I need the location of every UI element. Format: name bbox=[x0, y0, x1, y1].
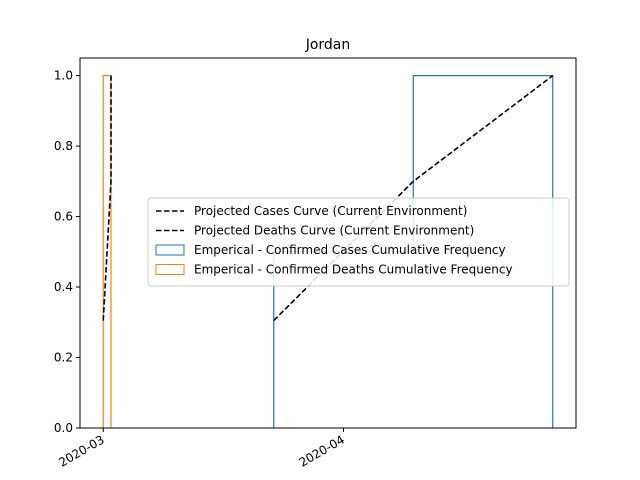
series-1-line bbox=[102, 75, 112, 321]
y-tick-label: 0.2 bbox=[54, 351, 73, 365]
y-tick-label: 0.4 bbox=[54, 280, 73, 294]
legend-entry: Projected Cases Curve (Current Environme… bbox=[194, 204, 467, 218]
legend-entry: Emperical - Confirmed Deaths Cumulative … bbox=[194, 263, 513, 277]
y-tick-label: 0.0 bbox=[54, 421, 73, 435]
y-tick-label: 0.8 bbox=[54, 139, 73, 153]
y-axis: 0.0 0.2 0.4 0.6 0.8 1.0 bbox=[54, 69, 80, 435]
y-tick-label: 1.0 bbox=[54, 69, 73, 83]
legend-frame bbox=[147, 197, 570, 287]
legend: Projected Cases Curve (Current Environme… bbox=[147, 197, 570, 287]
series-3-step bbox=[102, 75, 112, 428]
legend-swatch bbox=[155, 244, 185, 256]
plot-frame bbox=[79, 57, 577, 429]
chart-title: Jordan bbox=[305, 37, 351, 53]
legend-entry: Projected Deaths Curve (Current Environm… bbox=[194, 224, 474, 238]
legend-swatch bbox=[155, 264, 185, 275]
legend-entry: Emperical - Confirmed Cases Cumulative F… bbox=[194, 243, 506, 257]
x-tick-label: 2020-03 bbox=[56, 432, 106, 469]
x-axis: 2020-03 2020-04 bbox=[56, 428, 347, 470]
y-tick-label: 0.6 bbox=[54, 210, 73, 224]
x-tick-label: 2020-04 bbox=[297, 432, 347, 469]
